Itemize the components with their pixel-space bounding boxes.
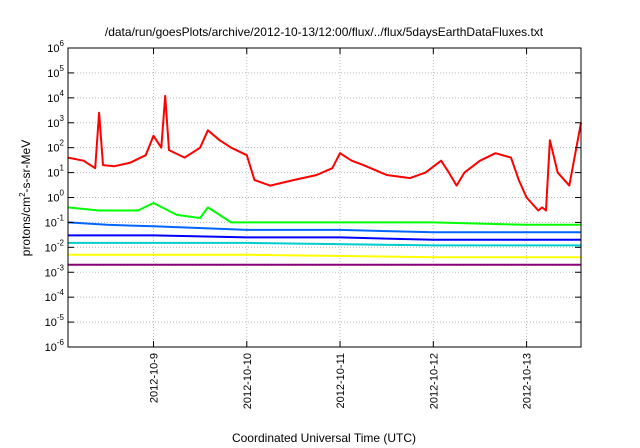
x-tick-label: 2012-10-13 <box>522 353 534 409</box>
y-tick-label: 10-2 <box>45 238 65 254</box>
x-tick-label: 2012-10-11 <box>335 353 347 408</box>
y-tick-label: 101 <box>47 164 64 180</box>
y-axis-label-part: -s-sr-MeV <box>19 140 33 193</box>
series-group <box>67 94 582 266</box>
series-line <box>68 234 581 241</box>
y-axis-label-superscript: 2 <box>18 192 27 197</box>
x-tick-label: 2012-10-10 <box>242 353 254 409</box>
y-tick-label: 10-6 <box>45 338 65 354</box>
y-tick-label: 102 <box>47 139 64 155</box>
y-tick-label: 10-5 <box>45 313 65 329</box>
series-line <box>68 253 581 259</box>
y-axis-label: protons/cm2-s-sr-MeV <box>18 140 33 256</box>
series-line <box>68 241 581 247</box>
chart-title: /data/run/goesPlots/archive/2012-10-13/1… <box>105 25 544 39</box>
series-line <box>67 202 581 226</box>
x-axis-label: Coordinated Universal Time (UTC) <box>232 431 416 445</box>
y-tick-label: 103 <box>47 114 64 130</box>
y-axis: 10-6 10-5 10-4 10-3 10-2 10-1 100 101 102 103 104 1… <box>45 39 581 354</box>
x-axis: 2012-10-9 2012-10-10 2012-10-11 2012-10-12 2… <box>149 48 534 409</box>
series-line <box>67 221 581 234</box>
x-tick-label: 2012-10-9 <box>149 353 161 403</box>
x-tick-label: 2012-10-12 <box>428 353 440 409</box>
y-tick-label: 10-4 <box>45 288 65 304</box>
y-tick-label: 105 <box>47 64 64 80</box>
series-line <box>67 94 582 212</box>
y-tick-label: 10-1 <box>45 213 65 229</box>
y-tick-label: 106 <box>47 39 64 55</box>
y-tick-label: 10-3 <box>45 263 65 279</box>
y-axis-label-part: protons/cm <box>19 197 33 256</box>
y-tick-label: 100 <box>47 189 64 205</box>
grid <box>68 48 581 347</box>
y-tick-label: 104 <box>47 89 64 105</box>
